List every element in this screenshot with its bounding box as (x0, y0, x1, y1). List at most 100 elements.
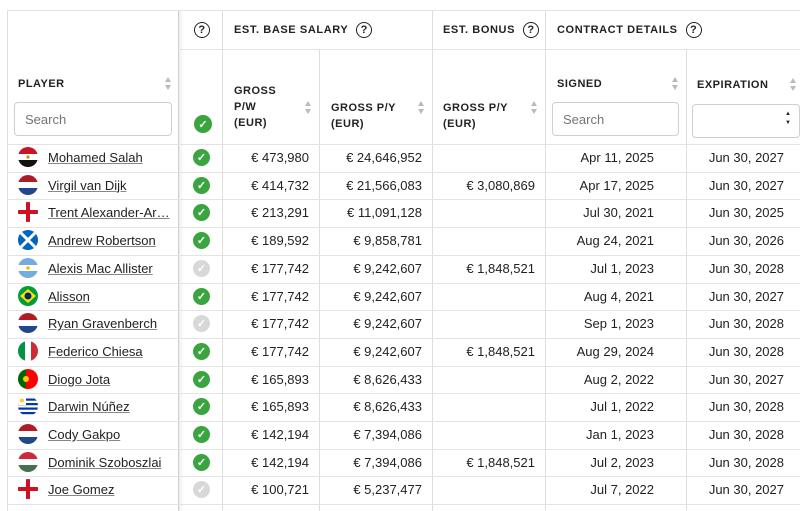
table-row[interactable]: Darwin Núñez ✓ € 165,893 € 8,626,433 Jul 1, … (0, 393, 800, 421)
signed-date-cell: Jul 1, 2023 (590, 260, 654, 276)
gross-py-cell: € 24,646,952 (346, 150, 422, 165)
bonus-py-cell: € 3,080,869 (466, 177, 535, 193)
player-name-link[interactable]: Virgil van Dijk (48, 177, 127, 193)
bonus-py-cell: € 1,848,521 (466, 454, 535, 470)
expiration-column-header[interactable]: EXPIRATION (697, 79, 769, 91)
table-row[interactable]: Mohamed Salah ✓ € 473,980 € 24,646,952 Apr 1… (0, 144, 800, 172)
grid-line (178, 49, 800, 50)
signed-date-cell: Jan 1, 2023 (586, 427, 654, 442)
status-check-icon: ✓ (193, 287, 210, 305)
signed-date-cell: Apr 17, 2025 (579, 177, 654, 193)
scotland-flag-icon (18, 230, 38, 251)
table-row[interactable]: Alisson ✓ € 177,742 € 9,242,607 Aug 4, 2021 J… (0, 283, 800, 311)
table-row[interactable]: Federico Chiesa ✓ € 177,742 € 9,242,607 € 1,… (0, 338, 800, 366)
gross-py-cell: € 8,626,433 (353, 371, 422, 387)
table-row[interactable]: Ryan Gravenberch ✓ € 177,742 € 9,242,607 Sep… (0, 310, 800, 338)
signed-column-header[interactable]: SIGNED (557, 78, 603, 90)
sort-icon[interactable] (305, 101, 312, 114)
gross-pw-cell: € 142,194 (251, 427, 309, 442)
expiration-date-cell: Jun 30, 2028 (708, 427, 784, 442)
gross-pw-column-header[interactable]: GROSS P/W (EUR) (234, 83, 276, 131)
expiration-filter-select[interactable] (692, 104, 800, 138)
sort-icon[interactable] (418, 101, 425, 114)
check-column-help[interactable]: ? (194, 22, 210, 38)
gross-pw-cell: € 177,742 (251, 343, 309, 359)
table-row[interactable]: Andrew Robertson ✓ € 189,592 € 9,858,781 Aug… (0, 227, 800, 255)
table-row[interactable]: Virgil van Dijk ✓ € 414,732 € 21,566,083 € 3… (0, 172, 800, 200)
player-name-link[interactable]: Andrew Robertson (48, 233, 156, 249)
egypt-flag-icon (18, 147, 38, 167)
player-name-link[interactable]: Mohamed Salah (48, 150, 143, 165)
gross-py-cell: € 21,566,083 (346, 177, 422, 193)
player-name-link[interactable]: Alexis Mac Allister (48, 260, 153, 276)
status-check-icon: ✓ (193, 426, 210, 443)
gross-py-line: (EUR) (331, 118, 365, 130)
player-name-link[interactable]: Federico Chiesa (48, 343, 143, 359)
status-check-icon: ✓ (193, 149, 210, 166)
player-column-header[interactable]: PLAYER (18, 78, 65, 90)
player-name-link[interactable]: Diogo Jota (48, 371, 111, 387)
sort-icon[interactable] (790, 78, 797, 91)
table-row[interactable]: Cody Gakpo ✓ € 142,194 € 7,394,086 Jan 1, 20… (0, 421, 800, 449)
status-check-icon: ✓ (193, 370, 210, 388)
player-search-input[interactable] (14, 102, 172, 136)
player-name-link[interactable]: Joe Gomez (48, 482, 115, 498)
status-check-icon: ✓ (193, 481, 210, 499)
status-check-icon: ✓ (193, 398, 210, 416)
signed-date-cell: Jul 7, 2022 (590, 482, 654, 498)
player-name-link[interactable]: Ryan Gravenberch (48, 316, 158, 332)
expiration-date-cell: Jun 30, 2028 (708, 343, 784, 359)
gross-pw-cell: € 177,742 (251, 316, 309, 332)
contract-group-header: CONTRACT DETAILS ? (557, 22, 702, 38)
player-name-link[interactable]: Darwin Núñez (48, 399, 130, 415)
help-icon[interactable]: ? (194, 22, 210, 38)
gross-pw-cell: € 165,893 (251, 371, 309, 387)
signed-date-cell: Jul 30, 2021 (583, 205, 654, 221)
signed-search-input[interactable] (552, 102, 679, 136)
help-icon[interactable]: ? (523, 22, 540, 38)
grid-line (7, 144, 800, 145)
player-name-link[interactable]: Cody Gakpo (48, 427, 121, 442)
sort-icon[interactable] (531, 101, 538, 114)
row-divider (7, 199, 800, 201)
salary-group-label: EST. BASE SALARY (234, 24, 349, 36)
gross-py-column-header[interactable]: GROSS P/Y (EUR) (331, 100, 396, 132)
bonus-py-column-header[interactable]: GROSS P/Y (EUR) (443, 100, 508, 132)
row-divider (7, 310, 800, 312)
table-row[interactable]: Joe Gomez ✓ € 100,721 € 5,237,477 Jul 7, 202… (0, 476, 800, 504)
grid-line (178, 10, 179, 511)
gross-pw-cell: € 177,742 (251, 260, 309, 276)
bonus-py-cell: € 1,848,521 (466, 343, 535, 359)
select-all-check-icon[interactable]: ✓ (194, 115, 212, 133)
player-name-link[interactable]: Trent Alexander-Ar… (48, 205, 170, 221)
grid-line (7, 10, 8, 511)
signed-date-cell: Aug 4, 2021 (583, 288, 654, 304)
row-divider (7, 254, 800, 256)
grid-line (319, 49, 320, 511)
help-icon[interactable]: ? (685, 22, 702, 38)
netherlands-flag-icon (18, 313, 38, 334)
sort-icon[interactable] (672, 77, 679, 90)
table-row[interactable]: Alexis Mac Allister ✓ € 177,742 € 9,242,607… (0, 255, 800, 283)
expiration-date-cell: Jun 30, 2028 (708, 260, 784, 276)
player-name-link[interactable]: Dominik Szoboszlai (48, 454, 162, 470)
gross-pw-cell: € 165,893 (251, 399, 309, 415)
gross-py-cell: € 9,242,607 (353, 260, 422, 276)
signed-date-cell: Aug 29, 2024 (576, 343, 654, 359)
status-check-icon: ✓ (193, 342, 210, 360)
gross-py-cell: € 7,394,086 (353, 427, 422, 442)
table-row[interactable]: Dominik Szoboszlai ✓ € 142,194 € 7,394,086 €… (0, 449, 800, 477)
row-divider (7, 504, 800, 506)
table-row[interactable]: Trent Alexander-Ar… ✓ € 213,291 € 11,091,12… (0, 199, 800, 227)
help-icon[interactable]: ? (356, 22, 373, 38)
expiration-date-cell: Jun 30, 2027 (708, 288, 784, 304)
player-name-link[interactable]: Alisson (48, 288, 90, 304)
expiration-date-cell: Jun 30, 2028 (708, 454, 784, 470)
gross-py-cell: € 5,237,477 (353, 482, 422, 498)
table-row[interactable]: Diogo Jota ✓ € 165,893 € 8,626,433 Aug 2, 20… (0, 366, 800, 394)
expiration-date-cell: Jun 30, 2027 (708, 371, 784, 387)
salary-group-header: EST. BASE SALARY ? (234, 22, 373, 38)
frozen-column-shadow (178, 10, 184, 511)
sort-icon[interactable] (165, 77, 172, 90)
grid-line (545, 10, 546, 511)
